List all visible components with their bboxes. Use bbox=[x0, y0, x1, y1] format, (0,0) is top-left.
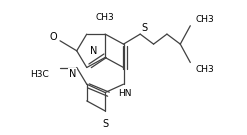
Text: O: O bbox=[49, 32, 57, 42]
Text: HN: HN bbox=[118, 89, 131, 98]
Text: CH3: CH3 bbox=[195, 65, 214, 74]
Text: S: S bbox=[141, 23, 147, 33]
Text: S: S bbox=[102, 119, 108, 129]
Text: N: N bbox=[69, 69, 76, 79]
Text: CH3: CH3 bbox=[195, 15, 214, 24]
Text: CH3: CH3 bbox=[96, 13, 115, 22]
Text: H3C: H3C bbox=[30, 70, 49, 79]
Text: N: N bbox=[90, 46, 98, 56]
